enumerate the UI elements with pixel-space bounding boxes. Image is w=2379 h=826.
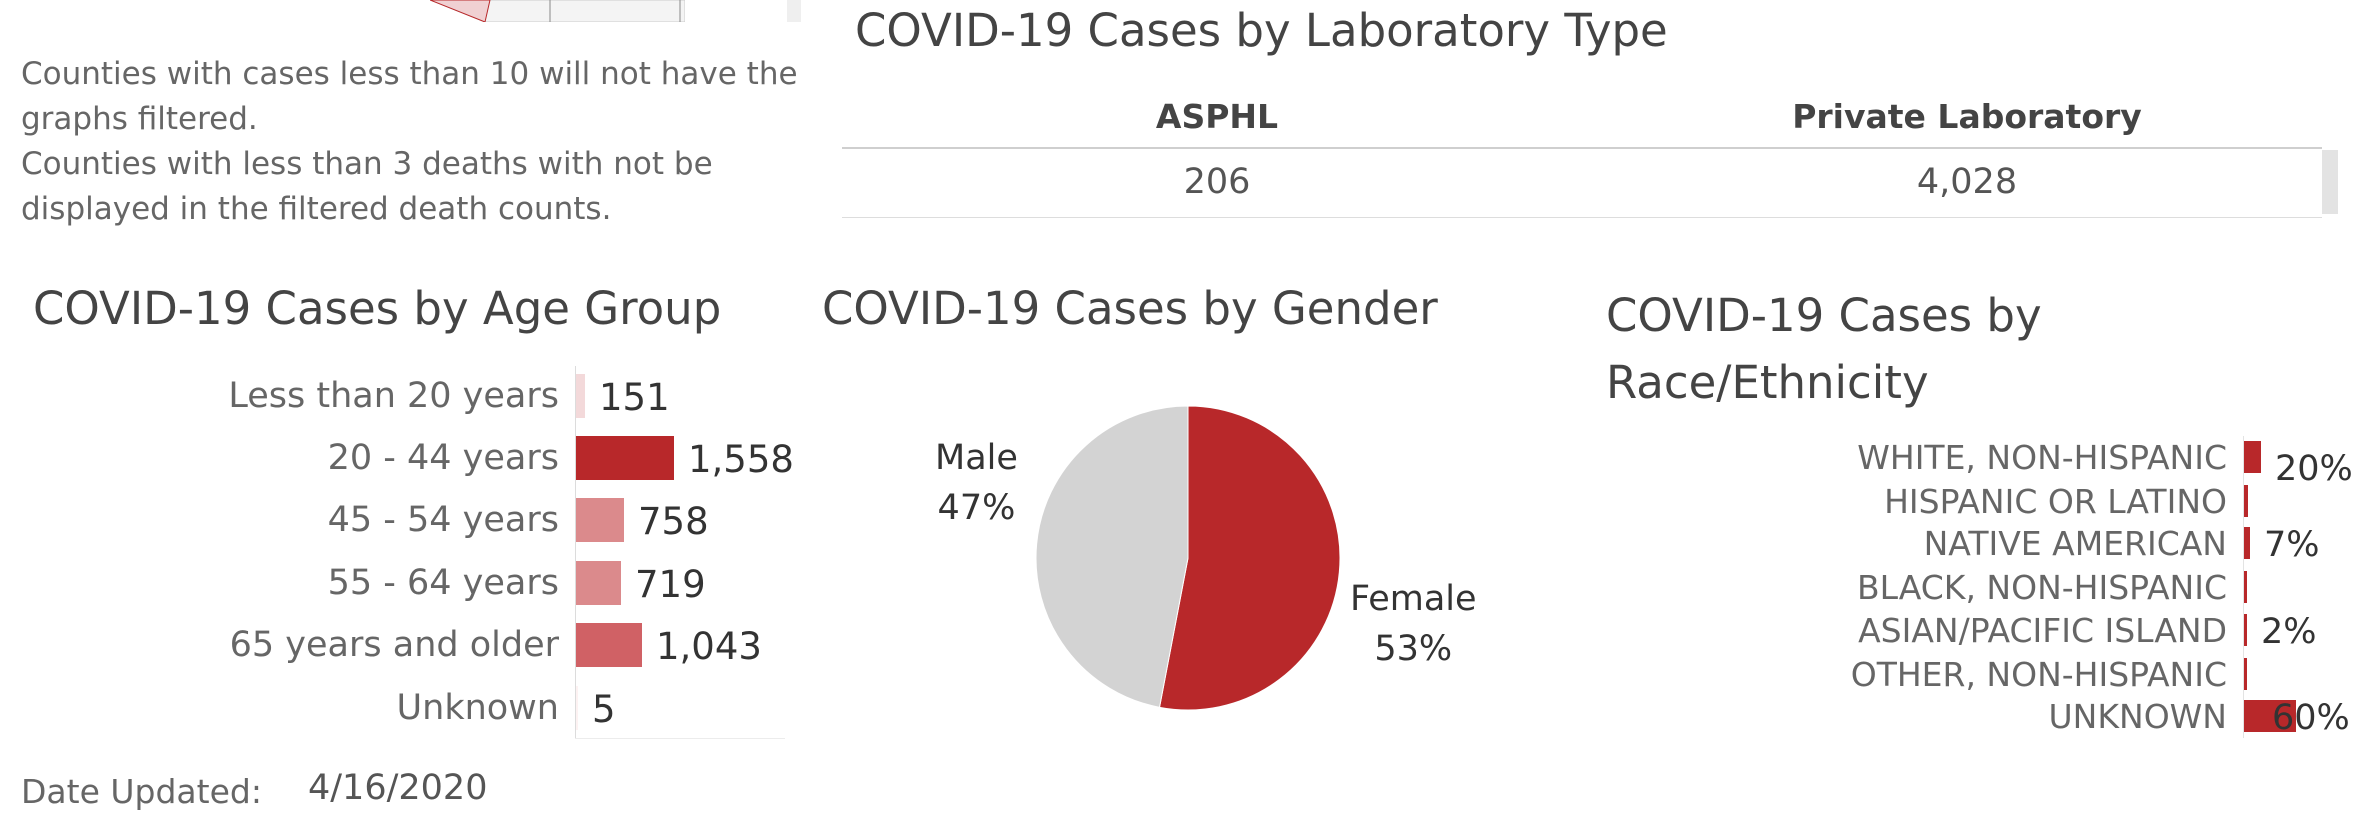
race-bar-value: 2% xyxy=(2261,612,2317,652)
race-bar[interactable] xyxy=(2244,700,2296,732)
age-bar[interactable] xyxy=(576,686,578,730)
race-bar-value: 7% xyxy=(2264,525,2320,565)
gender-chart-title: COVID-19 Cases by Gender xyxy=(822,282,1438,335)
age-chart-baseline xyxy=(575,738,785,739)
age-bar-value: 758 xyxy=(638,500,709,543)
race-bar[interactable] xyxy=(2244,527,2250,559)
age-bar-value: 5 xyxy=(592,688,616,731)
race-category-label: HISPANIC OR LATINO xyxy=(1884,482,2227,521)
pie-label-male-name: Male xyxy=(935,438,1018,478)
race-category-label: WHITE, NON-HISPANIC xyxy=(1857,438,2227,477)
age-chart-axis xyxy=(575,366,576,738)
age-bar[interactable] xyxy=(576,561,621,605)
pie-label-female: Female 53% xyxy=(1350,574,1477,674)
lab-value-asphl: 206 xyxy=(1183,162,1251,202)
lab-type-table: ASPHL Private Laboratory 206 4,028 xyxy=(842,88,2338,218)
race-bar-value: 60% xyxy=(2272,698,2350,738)
age-bar-value: 1,558 xyxy=(688,438,794,481)
date-updated-value: 4/16/2020 xyxy=(308,768,488,808)
pie-slice-female[interactable] xyxy=(1158,405,1341,711)
gender-pie-chart xyxy=(1035,405,1341,711)
age-bar-value: 151 xyxy=(599,376,670,419)
age-bar[interactable] xyxy=(576,436,674,480)
age-bar[interactable] xyxy=(576,374,585,418)
age-chart-title: COVID-19 Cases by Age Group xyxy=(33,282,722,335)
lab-header-private: Private Laboratory xyxy=(1792,97,2142,136)
race-bar[interactable] xyxy=(2244,658,2247,690)
race-bar-value: 20% xyxy=(2275,449,2353,489)
lab-header-asphl: ASPHL xyxy=(1155,97,1279,136)
race-category-label: ASIAN/PACIFIC ISLAND xyxy=(1858,611,2227,650)
race-chart-axis xyxy=(2243,436,2244,738)
age-category-label: 45 - 54 years xyxy=(327,500,559,540)
map-scrollbar[interactable] xyxy=(787,0,801,22)
age-category-label: Unknown xyxy=(396,688,559,728)
lab-type-title: COVID-19 Cases by Laboratory Type xyxy=(855,4,1668,57)
pie-label-female-value: 53% xyxy=(1374,629,1453,669)
age-bar-value: 719 xyxy=(635,563,706,606)
pie-label-male-value: 47% xyxy=(937,488,1016,528)
date-updated-label: Date Updated: xyxy=(21,772,262,811)
age-category-label: 55 - 64 years xyxy=(327,563,559,603)
age-bar-value: 1,043 xyxy=(656,625,762,668)
race-category-label: BLACK, NON-HISPANIC xyxy=(1856,568,2227,607)
race-bar[interactable] xyxy=(2244,571,2247,603)
lab-table-scrollbar[interactable] xyxy=(2322,150,2338,214)
note-deaths: Counties with less than 3 deaths with no… xyxy=(21,146,713,227)
age-bar[interactable] xyxy=(576,498,624,542)
age-category-label: Less than 20 years xyxy=(228,376,559,416)
note-cases: Counties with cases less than 10 will no… xyxy=(21,56,798,137)
race-chart-title: COVID-19 Cases by Race/Ethnicity xyxy=(1606,289,2042,409)
pie-label-male: Male 47% xyxy=(935,433,1018,533)
lab-header-divider xyxy=(842,147,2322,149)
lab-value-private: 4,028 xyxy=(1916,162,2018,202)
age-category-label: 20 - 44 years xyxy=(327,438,559,478)
age-category-label: 65 years and older xyxy=(229,625,559,665)
pie-slice-male[interactable] xyxy=(1035,405,1189,708)
race-bar[interactable] xyxy=(2244,614,2247,646)
pie-label-female-name: Female xyxy=(1350,579,1477,619)
age-bar[interactable] xyxy=(576,623,642,667)
race-category-label: UNKNOWN xyxy=(2048,697,2227,736)
race-bar[interactable] xyxy=(2244,441,2261,473)
race-category-label: OTHER, NON-HISPANIC xyxy=(1850,655,2227,694)
race-bar[interactable] xyxy=(2244,485,2248,517)
race-category-label: NATIVE AMERICAN xyxy=(1923,524,2227,563)
map-fragment xyxy=(430,0,685,22)
lab-bottom-divider xyxy=(842,217,2322,218)
county-filter-note: Counties with cases less than 10 will no… xyxy=(21,52,811,232)
